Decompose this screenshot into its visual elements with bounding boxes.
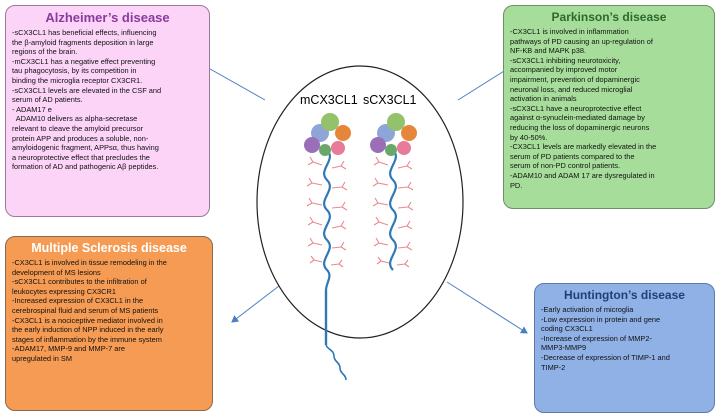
alzheimer-title: Alzheimer’s disease	[45, 10, 170, 25]
parkinson-line: -CX3CL1 levels are markedly elevated in …	[510, 142, 657, 152]
parkinson-line: accompanied by improved motor	[510, 65, 618, 75]
multiple-sclerosis-box: Multiple Sclerosis disease -CX3CL1 is in…	[5, 236, 213, 411]
ms-line: leukocytes expressing CX3CR1	[12, 286, 116, 296]
ms-line: the early induction of NPP induced in th…	[12, 325, 164, 335]
alzheimer-line: formation of AD and pathogenic Aβ peptid…	[12, 162, 159, 172]
alzheimer-line: binding the microglia receptor CX3CR1.	[12, 75, 143, 85]
parkinson-line: -CX3CL1 is involved in inflammation	[510, 27, 629, 36]
ms-line: stages of inflammation by the immune sys…	[12, 334, 162, 344]
alzheimer-text: -sCX3CL1 has beneficial effects, influen…	[12, 28, 203, 172]
parkinson-line: pathways of PD causing an up-regulation …	[510, 36, 653, 46]
ms-line: cerebrospinal fluid and serum of MS pati…	[12, 305, 159, 315]
alzheimer-line: relevant to cleave the amyloid precursor	[12, 123, 144, 133]
mcx3cl1-label: mCX3CL1	[300, 93, 358, 107]
parkinson-line: serum of PD patients compared to the	[510, 151, 635, 161]
alzheimer-line: ADAM10 delivers as alpha-secretase	[12, 114, 138, 124]
ms-line: -CX3CL1 is a nociceptive mediator involv…	[12, 315, 163, 325]
huntington-line: -Low expression in protein and gene	[541, 314, 661, 324]
huntington-line: MMP3-MMP9	[541, 343, 587, 353]
huntington-text: -Early activation of microglia -Low expr…	[541, 305, 708, 372]
alzheimer-line: -mCX3CL1 has a negative effect preventin…	[12, 56, 156, 66]
alzheimer-line: the β-amyloid fragments deposition in la…	[12, 37, 154, 47]
parkinson-line: -sCX3CL1 inhibiting neurotoxicity,	[510, 55, 621, 65]
parkinson-line: impairment, prevention of dopaminergic	[510, 74, 640, 84]
alzheimer-line: a neuroprotective effect that precludes …	[12, 152, 150, 162]
alzheimer-line: -sCX3CL1 levels are elevated in the CSF …	[12, 85, 162, 95]
parkinson-line: reducing the loss of dopaminergic neuron…	[510, 122, 650, 132]
alzheimer-line: serum of AD patients.	[12, 95, 83, 105]
mcx3cl1-molecule	[304, 113, 351, 381]
huntington-line: -Early activation of microglia	[541, 305, 634, 314]
huntington-line: coding CX3CL1	[541, 324, 593, 334]
ms-line: -CX3CL1 is involved in tissue remodeling…	[12, 258, 167, 267]
ms-line: -Increased expression of CX3CL1 in the	[12, 296, 144, 306]
huntington-line: -Increase of expression of MMP2-	[541, 333, 652, 343]
parkinson-line: -sCX3CL1 have a neuroprotective effect	[510, 103, 642, 113]
parkinson-title: Parkinson’s disease	[551, 10, 667, 24]
alzheimer-line: regions of the brain.	[12, 47, 78, 57]
parkinson-line: against α-synuclein-mediated damage by	[510, 113, 645, 123]
parkinson-text: -CX3CL1 is involved in inflammation path…	[510, 27, 708, 190]
ms-line: -sCX3CL1 contributes to the infiltration…	[12, 277, 147, 287]
parkinson-line: -ADAM10 and ADAM 17 are dysregulated in	[510, 170, 655, 180]
ms-line: -ADAM17, MMP-9 and MMP-7 are	[12, 344, 125, 354]
cell-ellipse	[256, 65, 464, 339]
alzheimer-line: tau phagocytosis, by its competition in	[12, 66, 137, 76]
huntington-line: -Decrease of expression of TIMP-1 and	[541, 352, 670, 362]
ms-text: -CX3CL1 is involved in tissue remodeling…	[12, 258, 206, 364]
scx3cl1-molecule	[370, 113, 417, 271]
ms-title: Multiple Sclerosis disease	[31, 241, 187, 255]
scx3cl1-label: sCX3CL1	[363, 93, 417, 107]
ms-line: upregulated in SM	[12, 353, 72, 363]
parkinson-line: PD.	[510, 180, 523, 190]
parkinson-box: Parkinson’s disease -CX3CL1 is involved …	[503, 5, 715, 209]
alzheimer-box: Alzheimer’s disease -sCX3CL1 has benefic…	[5, 5, 210, 217]
alzheimer-line: protein APP and produces a soluble, non-	[12, 133, 149, 143]
parkinson-line: neuronal loss, and reduced microglial	[510, 84, 633, 94]
parkinson-line: NF-KB and MAPK p38.	[510, 46, 586, 56]
huntington-line: TIMP-2	[541, 362, 566, 372]
alzheimer-line: amyloidogenic fragment, APPsα, thus havi…	[12, 143, 159, 153]
parkinson-line: by 40-50%.	[510, 132, 548, 142]
alzheimer-line: - ADAM17 e	[12, 104, 52, 114]
ms-line: development of MS lesions	[12, 267, 101, 277]
arrow-to-huntington	[446, 281, 528, 334]
alzheimer-line: -sCX3CL1 has beneficial effects, influen…	[12, 28, 157, 37]
huntington-title: Huntington’s disease	[564, 288, 685, 302]
huntington-box: Huntington’s disease -Early activation o…	[534, 283, 715, 413]
parkinson-line: serum of non-PD control patients.	[510, 161, 621, 171]
parkinson-line: activation in animals	[510, 94, 577, 104]
